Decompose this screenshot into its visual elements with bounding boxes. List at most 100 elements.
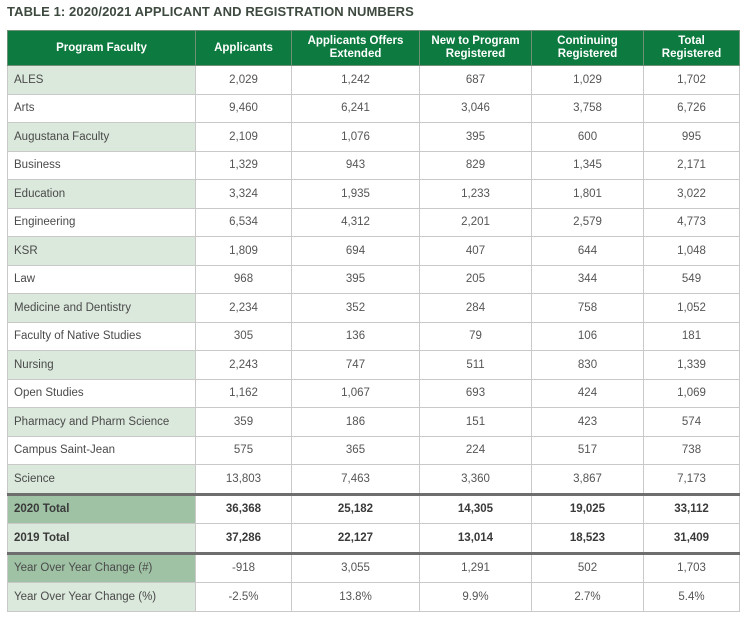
header-new-line2: Registered: [445, 48, 506, 60]
faculty-cell: Engineering: [7, 207, 196, 237]
applicants-cell: 2,243: [195, 350, 292, 380]
table-row: Medicine and Dentistry 2,234 352 284 758 1,05…: [7, 293, 740, 323]
applicants-cell: 13,803: [195, 464, 292, 495]
table-row: Education 3,324 1,935 1,233 1,801 3,022: [7, 179, 740, 209]
faculty-cell: Science: [7, 464, 196, 495]
offers-cell: 352: [291, 293, 420, 323]
continuing-cell: 2.7%: [531, 582, 644, 612]
continuing-cell: 3,867: [531, 464, 644, 495]
total-cell: 1,703: [643, 551, 740, 583]
new-registered-cell: 407: [419, 236, 532, 266]
table-row: Arts 9,460 6,241 3,046 3,758 6,726: [7, 93, 740, 123]
header-total-registered: Total Registered: [643, 30, 740, 66]
applicants-cell: 2,029: [195, 65, 292, 95]
offers-cell: 22,127: [291, 523, 420, 554]
continuing-cell: 18,523: [531, 523, 644, 554]
offers-cell: 6,241: [291, 93, 420, 123]
total-cell: 1,069: [643, 378, 740, 408]
applicants-cell: 575: [195, 435, 292, 465]
faculty-cell: Open Studies: [7, 378, 196, 408]
table-body: ALES 2,029 1,242 687 1,029 1,702 Arts 9,460 6,24…: [7, 65, 740, 612]
new-registered-cell: 693: [419, 378, 532, 408]
table-row: Science 13,803 7,463 3,360 3,867 7,173: [7, 464, 740, 495]
offers-cell: 747: [291, 350, 420, 380]
faculty-cell: Year Over Year Change (%): [7, 582, 196, 612]
offers-cell: 186: [291, 407, 420, 437]
total-cell: 1,052: [643, 293, 740, 323]
table-row: Engineering 6,534 4,312 2,201 2,579 4,773: [7, 207, 740, 237]
continuing-cell: 830: [531, 350, 644, 380]
applicants-cell: 9,460: [195, 93, 292, 123]
table-row: KSR 1,809 694 407 644 1,048: [7, 236, 740, 266]
table-row: Augustana Faculty 2,109 1,076 395 600 995: [7, 122, 740, 152]
offers-cell: 943: [291, 150, 420, 180]
total-cell: 1,339: [643, 350, 740, 380]
header-cont-line2: Registered: [557, 48, 618, 60]
faculty-cell: Pharmacy and Pharm Science: [7, 407, 196, 437]
faculty-cell: Medicine and Dentistry: [7, 293, 196, 323]
continuing-cell: 1,345: [531, 150, 644, 180]
faculty-cell: ALES: [7, 65, 196, 95]
table-row: Business 1,329 943 829 1,345 2,171: [7, 150, 740, 180]
applicants-cell: 2,109: [195, 122, 292, 152]
faculty-cell: Augustana Faculty: [7, 122, 196, 152]
offers-cell: 136: [291, 321, 420, 351]
table-row: Law 968 395 205 344 549: [7, 264, 740, 294]
applicants-cell: 1,162: [195, 378, 292, 408]
new-registered-cell: 3,046: [419, 93, 532, 123]
total-cell: 31,409: [643, 523, 740, 554]
continuing-cell: 1,029: [531, 65, 644, 95]
new-registered-cell: 79: [419, 321, 532, 351]
new-registered-cell: 1,233: [419, 179, 532, 209]
applicants-cell: 3,324: [195, 179, 292, 209]
applicants-cell: 37,286: [195, 523, 292, 554]
total-cell: 181: [643, 321, 740, 351]
continuing-cell: 424: [531, 378, 644, 408]
total-cell: 3,022: [643, 179, 740, 209]
offers-cell: 25,182: [291, 492, 420, 524]
table-row: Open Studies 1,162 1,067 693 424 1,069: [7, 378, 740, 408]
faculty-cell: Campus Saint-Jean: [7, 435, 196, 465]
new-registered-cell: 1,291: [419, 551, 532, 583]
total-cell: 1,048: [643, 236, 740, 266]
header-new-line1: New to Program: [431, 35, 520, 47]
table-row: Faculty of Native Studies 305 136 79 106 181: [7, 321, 740, 351]
offers-cell: 694: [291, 236, 420, 266]
header-continuing-registered: Continuing Registered: [531, 30, 644, 66]
new-registered-cell: 13,014: [419, 523, 532, 554]
continuing-cell: 2,579: [531, 207, 644, 237]
faculty-cell: Arts: [7, 93, 196, 123]
registration-table: Program Faculty Applicants Applicants Of…: [7, 30, 740, 612]
offers-cell: 13.8%: [291, 582, 420, 612]
faculty-cell: Business: [7, 150, 196, 180]
header-offers-line2: Extended: [329, 48, 382, 60]
continuing-cell: 344: [531, 264, 644, 294]
header-new-registered: New to Program Registered: [419, 30, 532, 66]
continuing-cell: 502: [531, 551, 644, 583]
applicants-cell: 1,809: [195, 236, 292, 266]
new-registered-cell: 395: [419, 122, 532, 152]
applicants-cell: 6,534: [195, 207, 292, 237]
change-row: Year Over Year Change (%) -2.5% 13.8% 9.9% 2…: [7, 582, 740, 612]
faculty-cell: 2019 Total: [7, 523, 196, 554]
offers-cell: 1,067: [291, 378, 420, 408]
faculty-cell: Law: [7, 264, 196, 294]
applicants-cell: -2.5%: [195, 582, 292, 612]
faculty-cell: Education: [7, 179, 196, 209]
new-registered-cell: 3,360: [419, 464, 532, 495]
new-registered-cell: 205: [419, 264, 532, 294]
continuing-cell: 3,758: [531, 93, 644, 123]
continuing-cell: 758: [531, 293, 644, 323]
faculty-cell: Faculty of Native Studies: [7, 321, 196, 351]
table-title: TABLE 1: 2020/2021 APPLICANT AND REGISTR…: [7, 4, 414, 19]
total-cell: 4,773: [643, 207, 740, 237]
applicants-cell: 968: [195, 264, 292, 294]
offers-cell: 1,935: [291, 179, 420, 209]
continuing-cell: 19,025: [531, 492, 644, 524]
applicants-cell: 2,234: [195, 293, 292, 323]
continuing-cell: 106: [531, 321, 644, 351]
change-row: Year Over Year Change (#) -918 3,055 1,291 5…: [7, 551, 740, 583]
total-cell: 6,726: [643, 93, 740, 123]
new-registered-cell: 687: [419, 65, 532, 95]
new-registered-cell: 2,201: [419, 207, 532, 237]
